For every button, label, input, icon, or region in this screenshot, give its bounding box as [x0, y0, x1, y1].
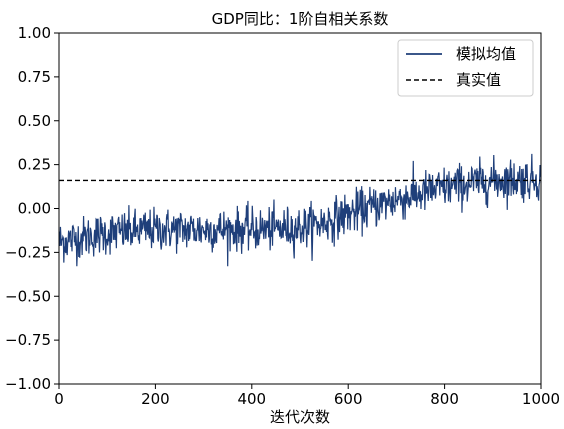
y-tick-label: 0.75: [18, 68, 51, 86]
y-tick-label: −1.00: [5, 375, 51, 393]
x-tick-label: 400: [237, 390, 266, 408]
series-line-sim-mean: [59, 153, 541, 267]
x-tick-label: 1000: [522, 390, 560, 408]
y-tick-label: 0.50: [18, 112, 51, 130]
legend-label-true-value: 真实值: [456, 71, 501, 89]
y-tick-label: −0.25: [5, 243, 51, 261]
x-tick-label: 200: [141, 390, 170, 408]
legend: 模拟均值 真实值: [397, 39, 534, 97]
plot-area: [59, 153, 541, 267]
axes-frame: [58, 32, 542, 385]
chart-title: GDP同比：1阶自相关系数: [212, 10, 389, 28]
y-tick-label: 1.00: [18, 24, 51, 42]
legend-label-sim-mean: 模拟均值: [456, 45, 516, 63]
y-tick-label: 0.25: [18, 156, 51, 174]
y-tick-label: −0.50: [5, 287, 51, 305]
x-tick-label: 800: [430, 390, 459, 408]
y-tick-label: −0.75: [5, 331, 51, 349]
x-tick-label: 0: [54, 390, 64, 408]
x-tick-label: 600: [334, 390, 363, 408]
y-tick-label: 0.00: [18, 200, 51, 218]
x-axis-label: 迭代次数: [270, 408, 330, 426]
axis-ticks: 0 200 400 600 800 1000 −1.00 −0.75 −0.50 −0.25 0.0…: [5, 24, 560, 408]
